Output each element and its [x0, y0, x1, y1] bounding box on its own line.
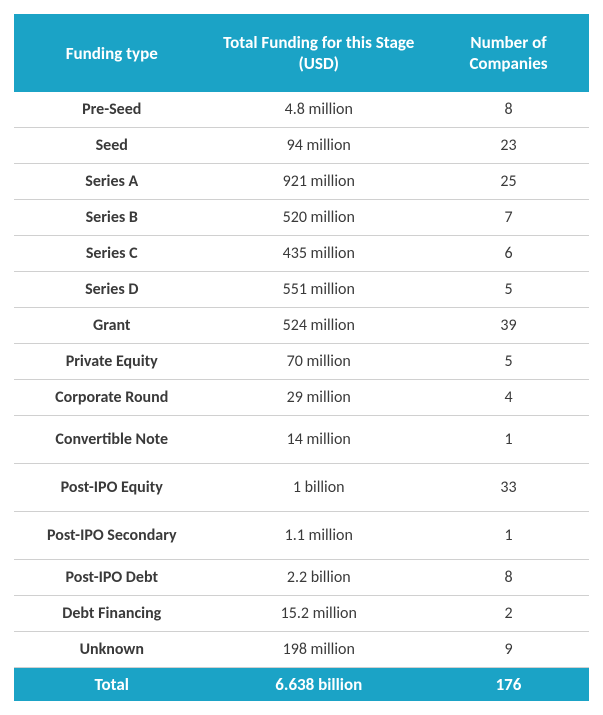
cell-number-companies: 1: [428, 512, 589, 560]
table-row: Series C435 million6: [14, 236, 589, 272]
table-body: Pre-Seed4.8 million8Seed94 million23Seri…: [14, 92, 589, 668]
cell-total-funding: 70 million: [210, 344, 429, 380]
cell-funding-type: Post-IPO Debt: [14, 560, 210, 596]
table-row: Grant524 million39: [14, 308, 589, 344]
cell-total-funding: 921 million: [210, 164, 429, 200]
cell-number-companies: 5: [428, 272, 589, 308]
cell-funding-type: Post-IPO Secondary: [14, 512, 210, 560]
table-row: Corporate Round29 million4: [14, 380, 589, 416]
table-header-row: Funding type Total Funding for this Stag…: [14, 14, 589, 92]
table-row: Seed94 million23: [14, 128, 589, 164]
funding-table: Funding type Total Funding for this Stag…: [14, 14, 589, 701]
cell-total-funding: 4.8 million: [210, 92, 429, 128]
cell-number-companies: 39: [428, 308, 589, 344]
total-companies: 176: [428, 668, 589, 702]
cell-total-funding: 1.1 million: [210, 512, 429, 560]
cell-number-companies: 2: [428, 596, 589, 632]
cell-number-companies: 8: [428, 560, 589, 596]
table-row: Pre-Seed4.8 million8: [14, 92, 589, 128]
cell-number-companies: 4: [428, 380, 589, 416]
cell-funding-type: Post-IPO Equity: [14, 464, 210, 512]
table-row: Private Equity70 million5: [14, 344, 589, 380]
table-row: Post-IPO Secondary1.1 million1: [14, 512, 589, 560]
cell-funding-type: Grant: [14, 308, 210, 344]
column-header-number-companies: Number of Companies: [428, 14, 589, 92]
cell-funding-type: Series A: [14, 164, 210, 200]
table-row: Debt Financing15.2 million2: [14, 596, 589, 632]
cell-funding-type: Debt Financing: [14, 596, 210, 632]
cell-total-funding: 15.2 million: [210, 596, 429, 632]
table-row: Post-IPO Debt2.2 billion8: [14, 560, 589, 596]
cell-funding-type: Unknown: [14, 632, 210, 668]
cell-total-funding: 29 million: [210, 380, 429, 416]
table-row: Unknown198 million9: [14, 632, 589, 668]
cell-number-companies: 25: [428, 164, 589, 200]
column-header-funding-type: Funding type: [14, 14, 210, 92]
cell-funding-type: Private Equity: [14, 344, 210, 380]
cell-funding-type: Convertible Note: [14, 416, 210, 464]
cell-number-companies: 1: [428, 416, 589, 464]
table-row: Series B520 million7: [14, 200, 589, 236]
cell-total-funding: 551 million: [210, 272, 429, 308]
cell-number-companies: 33: [428, 464, 589, 512]
cell-number-companies: 5: [428, 344, 589, 380]
table-row: Convertible Note14 million1: [14, 416, 589, 464]
cell-total-funding: 520 million: [210, 200, 429, 236]
cell-funding-type: Series B: [14, 200, 210, 236]
cell-funding-type: Series C: [14, 236, 210, 272]
cell-number-companies: 23: [428, 128, 589, 164]
total-funding: 6.638 billion: [210, 668, 429, 702]
table-row: Series A921 million25: [14, 164, 589, 200]
cell-total-funding: 435 million: [210, 236, 429, 272]
cell-total-funding: 1 billion: [210, 464, 429, 512]
cell-number-companies: 9: [428, 632, 589, 668]
cell-total-funding: 14 million: [210, 416, 429, 464]
cell-funding-type: Pre-Seed: [14, 92, 210, 128]
cell-funding-type: Seed: [14, 128, 210, 164]
total-label: Total: [14, 668, 210, 702]
cell-total-funding: 2.2 billion: [210, 560, 429, 596]
table-row: Series D551 million5: [14, 272, 589, 308]
cell-total-funding: 198 million: [210, 632, 429, 668]
cell-total-funding: 524 million: [210, 308, 429, 344]
cell-funding-type: Series D: [14, 272, 210, 308]
cell-number-companies: 7: [428, 200, 589, 236]
table-total-row: Total 6.638 billion 176: [14, 668, 589, 702]
cell-funding-type: Corporate Round: [14, 380, 210, 416]
table-row: Post-IPO Equity1 billion33: [14, 464, 589, 512]
column-header-total-funding: Total Funding for this Stage (USD): [210, 14, 429, 92]
cell-number-companies: 8: [428, 92, 589, 128]
cell-total-funding: 94 million: [210, 128, 429, 164]
cell-number-companies: 6: [428, 236, 589, 272]
